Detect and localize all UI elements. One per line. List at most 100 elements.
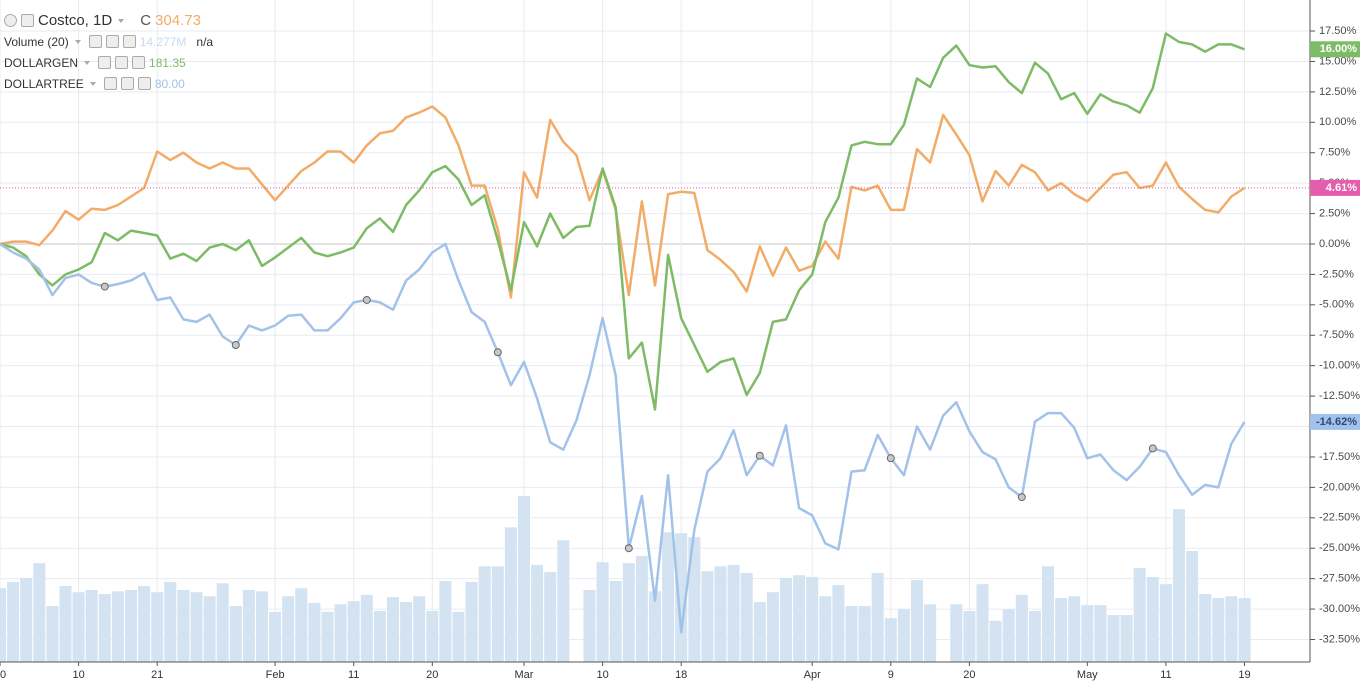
volume-bar	[871, 572, 884, 662]
close-prefix: C	[140, 12, 152, 29]
series-price: 181.35	[149, 55, 186, 70]
volume-bar	[806, 577, 819, 662]
volume-bar	[766, 592, 779, 662]
volume-bar	[1238, 598, 1251, 662]
settings-icon[interactable]	[115, 56, 129, 69]
volume-bar	[269, 611, 282, 662]
volume-bar	[400, 602, 413, 662]
volume-bar	[347, 601, 360, 662]
x-tick-label: 10	[596, 669, 608, 681]
volume-bar	[714, 566, 727, 662]
legend-dollargen: DOLLARGEN 181.35	[4, 52, 213, 73]
x-tick-label: 20	[0, 669, 6, 681]
y-tick-label: -25.00%	[1319, 542, 1360, 554]
legend-volume: Volume (20) 14.277M n/a	[4, 31, 213, 52]
volume-bar	[190, 592, 203, 662]
volume-bar	[465, 581, 478, 662]
eye-icon[interactable]	[103, 77, 117, 90]
volume-bar	[387, 597, 399, 662]
volume-bar	[793, 575, 806, 662]
volume-bar	[727, 564, 740, 662]
volume-bar	[544, 572, 557, 662]
volume-bar	[491, 566, 504, 662]
symbol-icon[interactable]	[21, 14, 34, 27]
volume-bar	[662, 532, 675, 662]
volume-bar	[308, 602, 321, 662]
caret[interactable]	[89, 81, 96, 86]
volume-bar	[950, 604, 963, 662]
y-tick-label: 0.00%	[1319, 238, 1350, 250]
volume-bar	[1225, 596, 1238, 662]
close-icon[interactable]	[122, 35, 136, 48]
volume-bar	[59, 585, 72, 662]
caret[interactable]	[74, 39, 81, 44]
y-tick-label: -27.50%	[1319, 573, 1360, 585]
volume-bar	[360, 594, 373, 662]
y-tick-label: -32.50%	[1319, 633, 1360, 645]
volume-bar	[1173, 509, 1185, 662]
y-tick-label: 12.50%	[1319, 86, 1357, 98]
volume-bar	[1042, 566, 1054, 662]
volume-bar	[740, 572, 753, 662]
volume-bar	[688, 537, 701, 662]
volume-bar	[98, 594, 111, 662]
close-icon[interactable]	[137, 77, 151, 90]
volume-bar	[0, 588, 6, 662]
y-tick-label: -7.50%	[1319, 329, 1354, 341]
volume-name[interactable]: Volume (20)	[4, 34, 69, 49]
volume-bar	[295, 588, 308, 662]
volume-bar	[138, 585, 151, 662]
series-line	[0, 105, 1246, 299]
volume-bar	[439, 581, 452, 662]
eye-icon[interactable]	[98, 56, 112, 69]
volume-bar	[426, 611, 439, 662]
symbol-title[interactable]: Costco, 1D	[38, 12, 113, 29]
volume-bar	[1120, 615, 1133, 662]
settings-icon[interactable]	[105, 35, 119, 48]
legend-main: Costco, 1D C 304.73	[4, 10, 213, 31]
settings-icon[interactable]	[120, 77, 134, 90]
y-tick-label: -17.50%	[1319, 451, 1360, 463]
volume-bar	[46, 606, 59, 662]
volume-bar	[1015, 594, 1028, 662]
volume-bar	[832, 585, 845, 662]
x-tick-label: Apr	[804, 669, 821, 681]
volume-bar	[1212, 598, 1225, 662]
volume-bar	[897, 609, 910, 662]
x-tick-label: 18	[675, 669, 687, 681]
volume-bar	[334, 604, 347, 662]
y-tick-label: -30.00%	[1319, 603, 1360, 615]
series-name[interactable]: DOLLARGEN	[4, 55, 79, 70]
last-value-label: 4.61%	[1326, 182, 1357, 194]
series-name[interactable]: DOLLARTREE	[4, 76, 84, 91]
x-tick-label: 11	[1160, 669, 1171, 681]
event-marker	[493, 348, 502, 357]
y-tick-label: -12.50%	[1319, 390, 1360, 402]
volume-bar	[819, 596, 832, 662]
x-tick-label: May	[1077, 669, 1098, 681]
volume-bar	[72, 592, 85, 662]
volume-bar	[622, 563, 635, 662]
volume-bar	[216, 583, 229, 662]
x-tick-label: 21	[151, 669, 163, 681]
event-marker	[755, 451, 764, 460]
y-tick-label: -5.00%	[1319, 299, 1354, 311]
volume-bar	[33, 563, 46, 662]
x-tick-label: 9	[888, 669, 894, 681]
volume-bar	[976, 584, 989, 662]
volume-extra: n/a	[196, 34, 214, 49]
collapse-icon[interactable]	[4, 14, 17, 27]
close-icon[interactable]	[132, 56, 146, 69]
caret[interactable]	[118, 18, 125, 23]
volume-bar	[1186, 551, 1199, 662]
volume-bar	[373, 611, 386, 662]
volume-bar	[1028, 611, 1041, 662]
volume-bar	[1159, 584, 1172, 662]
eye-icon[interactable]	[88, 35, 102, 48]
volume-bar	[20, 577, 33, 662]
last-value-label: -14.62%	[1316, 416, 1357, 428]
volume-bar	[675, 533, 688, 662]
caret[interactable]	[84, 60, 91, 65]
